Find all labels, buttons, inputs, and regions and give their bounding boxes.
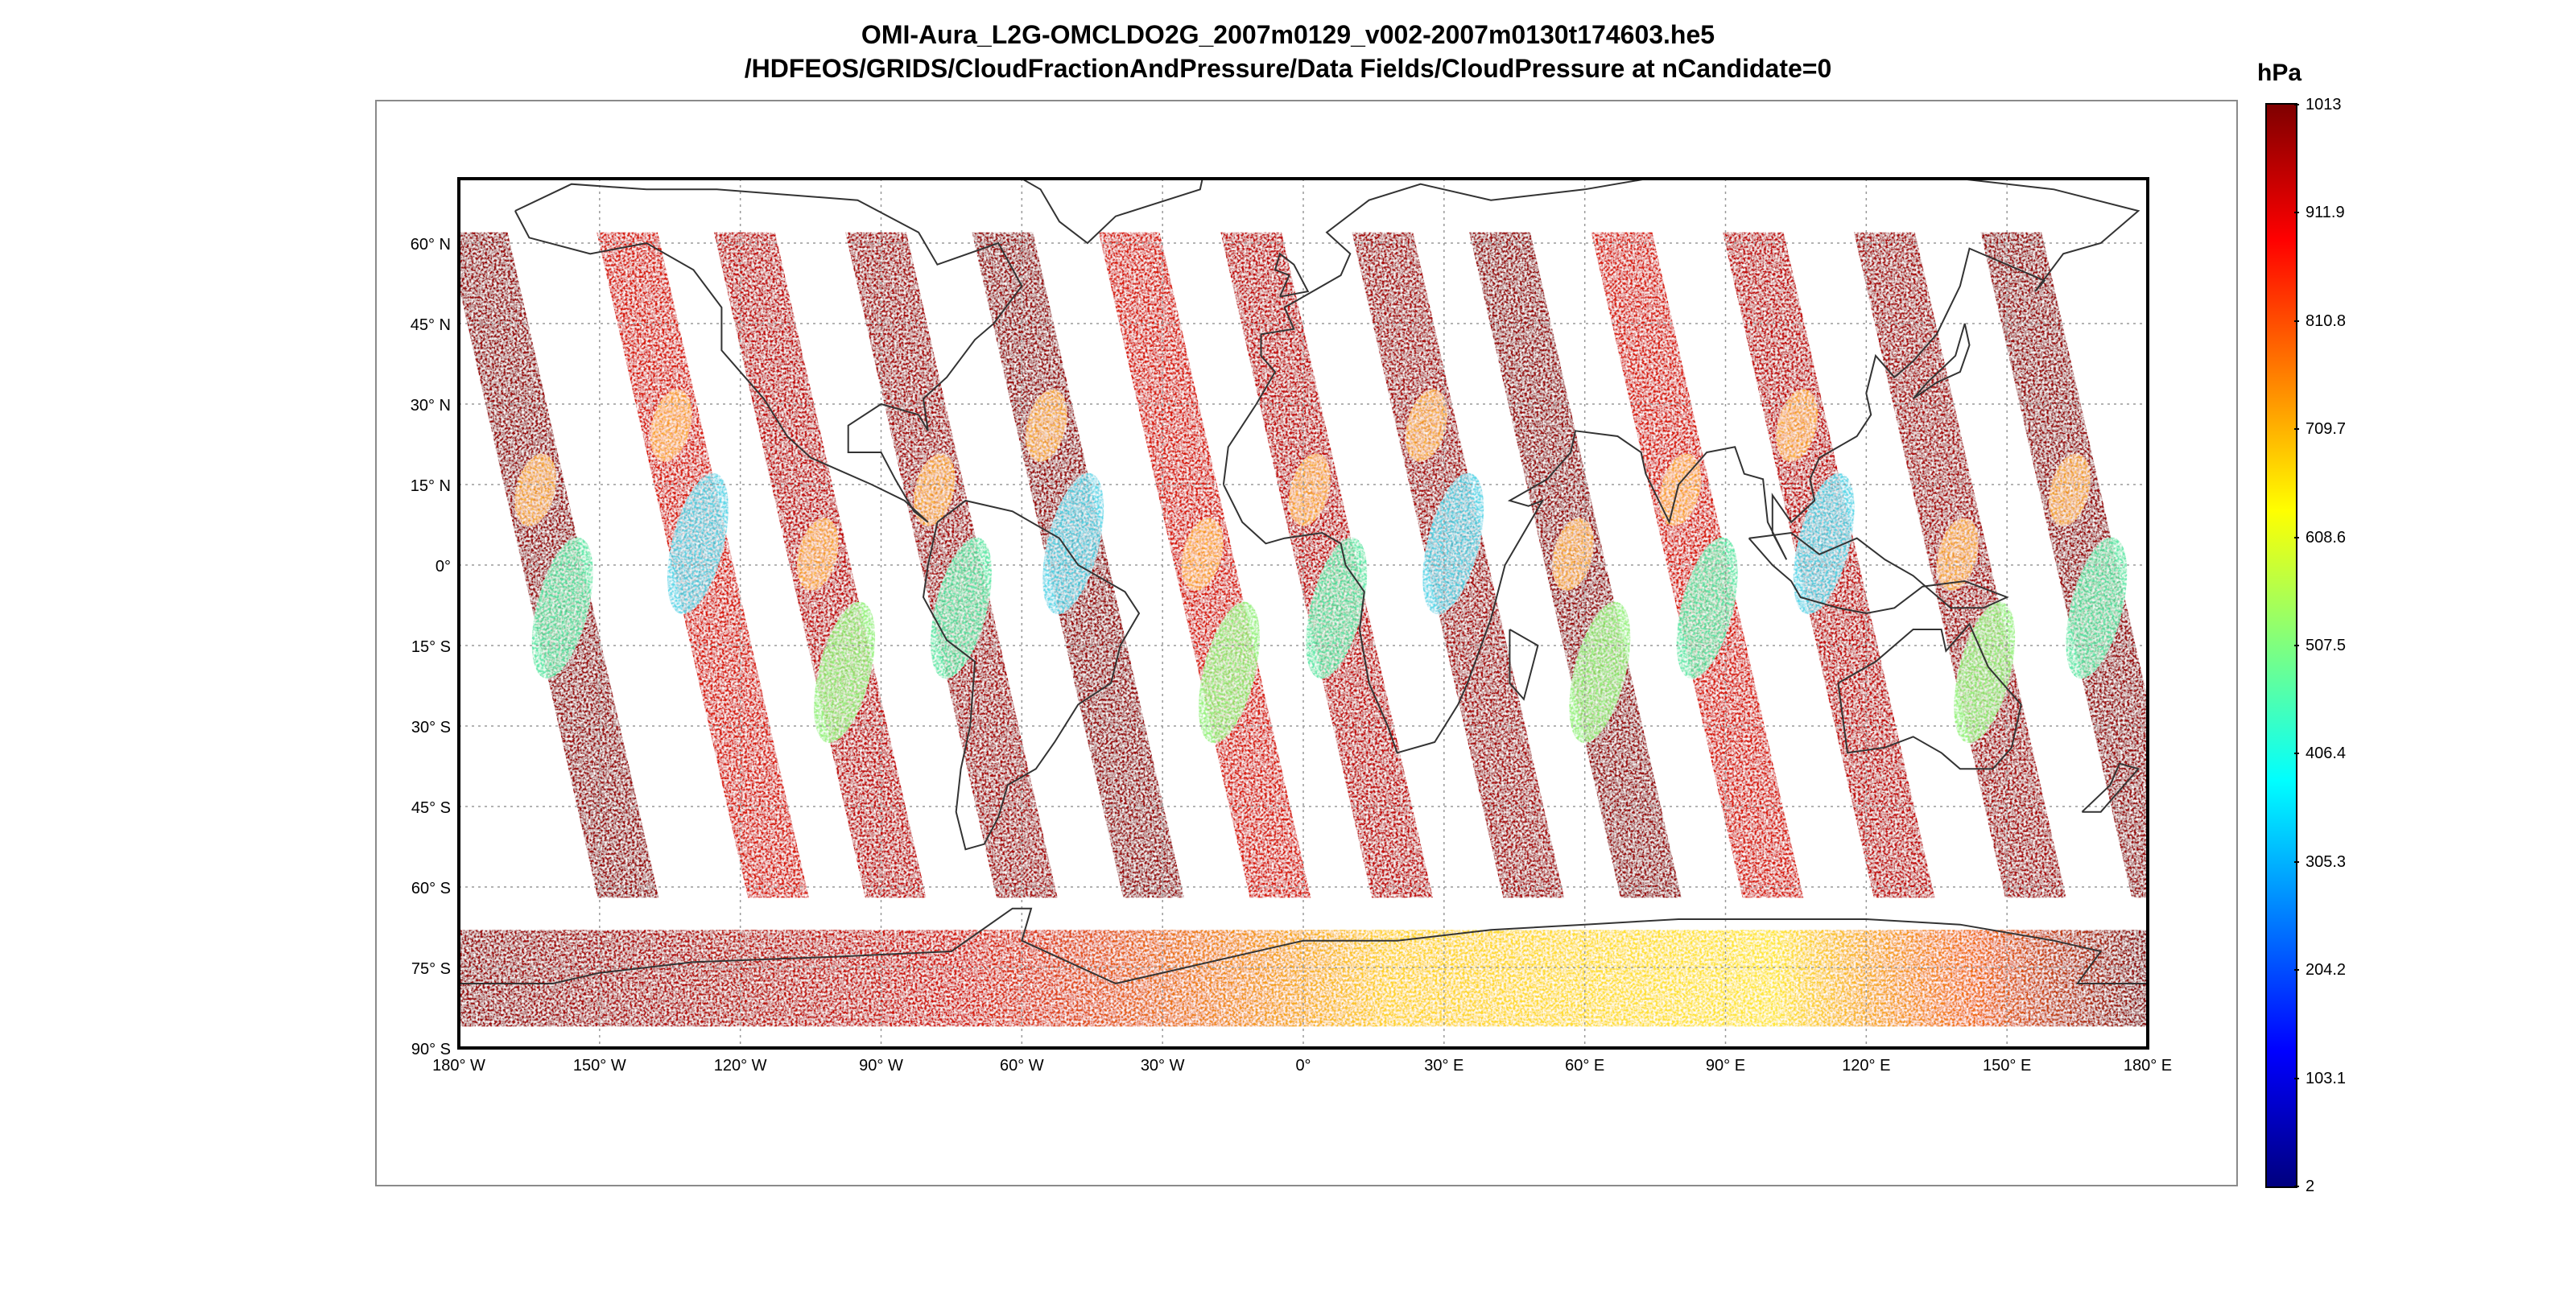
high-cloud-patch (1042, 472, 1104, 615)
colorbar-tick-mark (2294, 1186, 2299, 1187)
colorbar-tick-mark (2294, 645, 2299, 646)
coast-new-zealand (2081, 762, 2140, 813)
coast-madagascar (1509, 629, 1539, 701)
lon-tick-label: 90° W (859, 1057, 903, 1075)
coast-australia (1837, 622, 2022, 770)
colorbar-tick-label: 406.4 (2306, 745, 2347, 763)
swath-band (1098, 232, 1311, 898)
lon-tick-label: 180° E (2124, 1057, 2172, 1075)
coast-indonesia (1748, 531, 2009, 615)
colorbar-tick-label: 2 (2306, 1178, 2315, 1195)
lat-tick-label: 15° N (411, 477, 451, 495)
colorbar-tick-mark (2294, 1077, 2299, 1079)
high-cloud-patch (1198, 601, 1260, 744)
colorbar-tick-label: 507.5 (2306, 637, 2347, 654)
high-cloud-patch (1676, 537, 1738, 679)
mid-cloud-patch (1776, 389, 1818, 462)
coast-africa-eurasia (1222, 179, 2140, 754)
mid-cloud-patch (514, 453, 557, 526)
coast-uk (1274, 252, 1310, 298)
coastlines (459, 179, 2148, 985)
high-cloud-patch (1954, 601, 2016, 744)
high-cloud-patch (814, 601, 875, 744)
title-line-1: OMI-Aura_L2G-OMCLDO2G_2007m0129_v002-200… (861, 20, 1715, 49)
lon-tick-label: 60° W (1000, 1057, 1044, 1075)
colorbar-tick-mark (2294, 969, 2299, 972)
mid-cloud-patch (650, 389, 692, 462)
colorbar-tick-mark (2294, 212, 2299, 214)
coast-greenland (1020, 179, 1203, 245)
lat-tick-label: 15° S (411, 638, 451, 656)
lon-tick-label: 180° W (432, 1057, 485, 1075)
colorbar-tick-mark (2294, 753, 2299, 755)
mid-cloud-patch (1289, 453, 1331, 526)
colorbar-tick-mark (2294, 428, 2299, 431)
swath-band (597, 232, 809, 898)
lat-tick-label: 45° N (411, 316, 451, 334)
colorbar (2265, 103, 2297, 1188)
lon-tick-label: 90° E (1706, 1057, 1745, 1075)
lat-tick-label: 60° N (411, 236, 451, 254)
mid-cloud-patch (1552, 518, 1594, 591)
coast-south-america (922, 499, 1141, 851)
high-cloud-patch (2066, 537, 2128, 679)
colorbar-tick-label: 608.6 (2306, 528, 2347, 547)
mid-cloud-patch (796, 518, 839, 591)
swath-band (459, 232, 659, 898)
colorbar-tick-label: 911.9 (2306, 204, 2345, 222)
swath-band (1722, 232, 1935, 898)
colorbar-tick-label: 103.1 (2306, 1069, 2347, 1087)
colorbar-tick-label: 1013 (2306, 96, 2342, 113)
map-border (457, 177, 2149, 1050)
figure-title: OMI-Aura_L2G-OMCLDO2G_2007m0129_v002-200… (0, 18, 2576, 85)
lat-tick-label: 30° N (411, 397, 451, 415)
mid-cloud-patch (913, 453, 956, 526)
lat-tick-label: 45° S (411, 799, 451, 817)
lon-tick-label: 30° W (1141, 1057, 1185, 1075)
graticule (459, 179, 2148, 1048)
high-cloud-patch (667, 472, 729, 615)
lat-tick-label: 0° (436, 558, 451, 575)
mid-cloud-patch (1181, 518, 1224, 591)
lon-tick-label: 120° E (1842, 1057, 1890, 1075)
colorbar-unit: hPa (2257, 60, 2302, 86)
map-layer: 60° N 45° N 30° N 15° N 0° 15° S 30° S 45° S 60°… (411, 177, 2172, 1075)
title-line-2: /HDFEOS/GRIDS/CloudFractionAndPressure/D… (744, 54, 1832, 83)
colorbar-tick-label: 204.2 (2306, 961, 2347, 980)
swath-band (845, 232, 1058, 898)
lat-tick-label: 90° S (411, 1041, 451, 1058)
lat-tick-label: 60° S (411, 880, 451, 897)
colorbar-tick-mark (2294, 320, 2299, 322)
mid-cloud-patch (1937, 518, 1979, 591)
mid-cloud-patch (1406, 389, 1447, 462)
coast-antarctica (459, 907, 2148, 985)
plot-frame (375, 100, 2238, 1186)
lon-tick-label: 60° E (1565, 1057, 1604, 1075)
high-cloud-patch (531, 537, 593, 679)
high-cloud-patch (1793, 472, 1855, 615)
colorbar-tick-label: 810.8 (2306, 311, 2347, 330)
lon-tick-label: 150° W (573, 1057, 626, 1075)
coast-japan (1912, 323, 1971, 400)
lon-tick-label: 150° E (1983, 1057, 2031, 1075)
colorbar-tick-mark (2294, 860, 2299, 863)
mid-cloud-patch (2049, 453, 2091, 526)
colorbar-tick-label: 709.7 (2306, 420, 2347, 439)
high-cloud-patch (931, 537, 992, 679)
lon-tick-label: 0° (1295, 1057, 1311, 1075)
coast-north-america (514, 183, 1023, 523)
lon-tick-label: 120° W (714, 1057, 767, 1075)
colorbar-tick-mark (2294, 104, 2299, 105)
mid-cloud-patch (1026, 389, 1067, 462)
colorbar-tick-mark (2294, 536, 2299, 538)
high-cloud-patch (1422, 472, 1484, 615)
lon-tick-label: 30° E (1424, 1057, 1463, 1075)
lat-tick-label: 75° S (411, 960, 451, 978)
lat-tick-label: 30° S (411, 719, 451, 736)
colorbar-tick-label: 305.3 (2306, 852, 2347, 871)
